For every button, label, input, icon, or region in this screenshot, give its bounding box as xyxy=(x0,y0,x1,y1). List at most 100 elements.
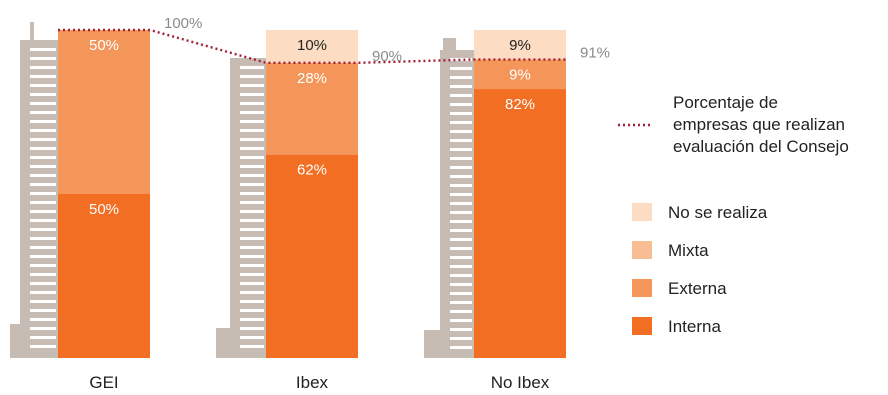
building-window xyxy=(30,291,56,294)
x-tick-label-no-ibex: No Ibex xyxy=(491,373,550,392)
segment-value-labels: 50% 50% 62% 28% 10% 82% 9% 9% xyxy=(89,37,535,218)
building-window xyxy=(450,328,472,331)
building-no-ibex xyxy=(424,38,476,358)
building-window xyxy=(240,66,264,69)
building-window xyxy=(30,192,56,195)
bar-interna-gei xyxy=(58,194,150,358)
building-window xyxy=(240,129,264,132)
building-window xyxy=(240,255,264,258)
building-window xyxy=(450,103,472,106)
building-window xyxy=(240,291,264,294)
building-window xyxy=(240,102,264,105)
building-window xyxy=(240,174,264,177)
building-gei xyxy=(10,22,60,358)
building-window xyxy=(450,319,472,322)
building-body xyxy=(230,58,268,358)
legend-label-mixta: Mixta xyxy=(668,241,709,260)
building-window xyxy=(30,273,56,276)
building-window xyxy=(240,165,264,168)
building-window xyxy=(450,139,472,142)
building-window xyxy=(450,337,472,340)
building-window xyxy=(30,228,56,231)
building-window xyxy=(30,318,56,321)
building-window xyxy=(450,202,472,205)
building-window xyxy=(30,93,56,96)
data-label-externa-gei: 50% xyxy=(89,37,119,54)
building-window xyxy=(240,336,264,339)
bar-externa-no-ibex xyxy=(474,59,566,90)
bar-externa-ibex xyxy=(266,62,358,155)
building-window xyxy=(30,345,56,348)
legend-swatch-externa xyxy=(632,279,652,297)
building-window xyxy=(240,210,264,213)
legend-swatch-mixta xyxy=(632,241,652,259)
legend-line-label-2: empresas que realizan xyxy=(673,115,845,134)
building-window xyxy=(450,166,472,169)
building-window xyxy=(450,148,472,151)
legend-label-interna: Interna xyxy=(668,317,721,336)
building-window xyxy=(240,111,264,114)
building-window xyxy=(30,309,56,312)
line-value-label-ibex: 90% xyxy=(372,48,402,65)
building-window xyxy=(30,201,56,204)
building-window xyxy=(450,193,472,196)
building-window xyxy=(30,111,56,114)
building-window xyxy=(30,264,56,267)
building-window xyxy=(450,175,472,178)
building-window xyxy=(30,102,56,105)
bar-stacks xyxy=(58,30,566,358)
x-tick-label-ibex: Ibex xyxy=(296,373,329,392)
data-label-interna-ibex: 62% xyxy=(297,162,327,179)
building-window xyxy=(30,147,56,150)
building-window xyxy=(30,156,56,159)
building-window xyxy=(450,85,472,88)
building-window xyxy=(240,237,264,240)
building-window xyxy=(240,300,264,303)
building-window xyxy=(30,66,56,69)
bar-interna-ibex xyxy=(266,154,358,358)
building-window xyxy=(450,112,472,115)
legend-line-label-1: Porcentaje de xyxy=(673,93,778,112)
building-window xyxy=(30,165,56,168)
building-window xyxy=(30,174,56,177)
building-window xyxy=(240,327,264,330)
building-window xyxy=(30,255,56,258)
building-window xyxy=(30,57,56,60)
building-window xyxy=(450,247,472,250)
legend-label-externa: Externa xyxy=(668,279,727,298)
bar-no_realiza-ibex xyxy=(266,30,358,63)
data-label-no_realiza-no-ibex: 9% xyxy=(509,37,531,54)
building-window xyxy=(30,75,56,78)
building-window xyxy=(240,345,264,348)
building-window xyxy=(450,301,472,304)
legend-swatch-no_realiza xyxy=(632,203,652,221)
building-window xyxy=(30,120,56,123)
building-window xyxy=(30,327,56,330)
building-window xyxy=(240,156,264,159)
building-window xyxy=(30,219,56,222)
building-window xyxy=(450,310,472,313)
building-ibex xyxy=(216,58,268,358)
evaluation-line-series: 100% 90% 91% xyxy=(58,15,610,65)
building-window xyxy=(450,274,472,277)
data-label-interna-gei: 50% xyxy=(89,201,119,218)
building-window xyxy=(240,282,264,285)
building-annex xyxy=(424,330,441,358)
building-window xyxy=(240,183,264,186)
building-window xyxy=(450,184,472,187)
legend-line-label-3: evaluación del Consejo xyxy=(673,137,849,156)
data-label-no_realiza-ibex: 10% xyxy=(297,37,327,54)
building-window xyxy=(240,201,264,204)
building-window xyxy=(450,121,472,124)
building-window xyxy=(30,138,56,141)
building-window xyxy=(30,183,56,186)
legend-swatch-interna xyxy=(632,317,652,335)
line-evaluation xyxy=(58,28,566,64)
data-label-interna-no-ibex: 82% xyxy=(505,96,535,113)
building-window xyxy=(450,265,472,268)
bar-interna-no-ibex xyxy=(474,89,566,358)
building-window xyxy=(30,300,56,303)
x-axis-category-labels: GEI Ibex No Ibex xyxy=(89,373,549,392)
line-value-label-no-ibex: 91% xyxy=(580,45,610,62)
